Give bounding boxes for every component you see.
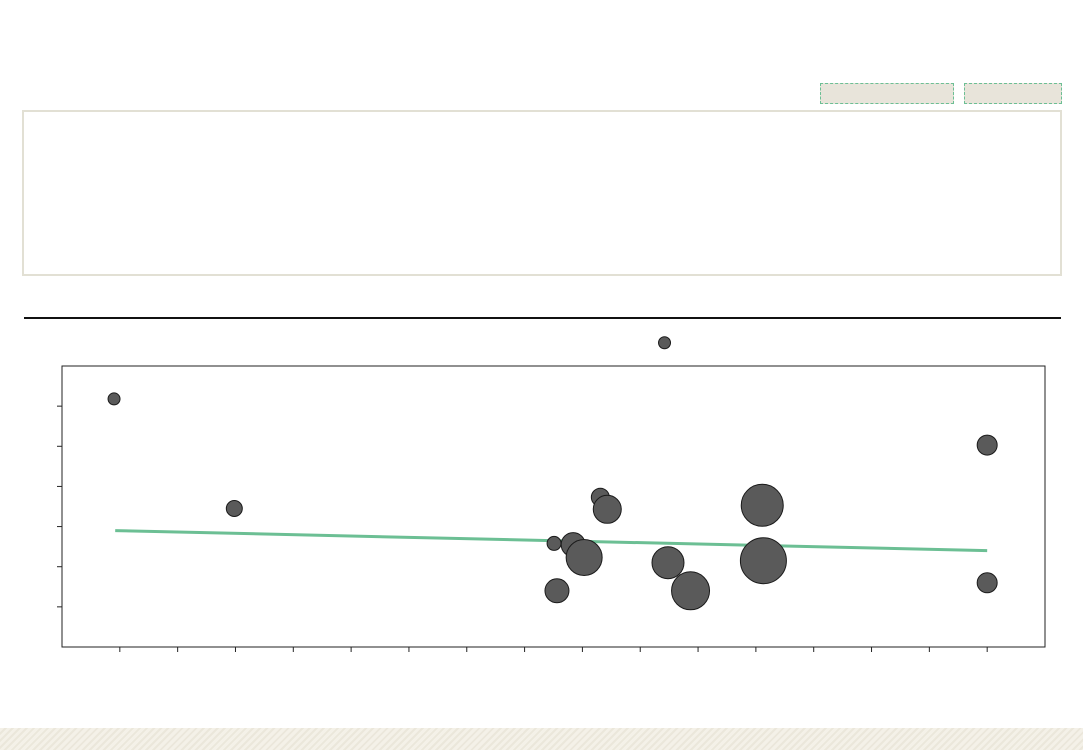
bubble bbox=[658, 336, 672, 350]
bubble bbox=[565, 538, 603, 576]
panel bbox=[22, 110, 1062, 276]
bubble bbox=[107, 392, 121, 406]
footer bbox=[0, 728, 1083, 750]
bubble bbox=[546, 535, 562, 551]
bubble bbox=[671, 571, 711, 611]
plot-frame bbox=[61, 365, 1046, 648]
bubble bbox=[544, 578, 570, 604]
bubble bbox=[225, 500, 243, 518]
button[interactable] bbox=[820, 83, 954, 104]
bubble bbox=[976, 434, 998, 456]
bubble bbox=[976, 572, 998, 594]
bubble bbox=[740, 483, 784, 527]
button[interactable] bbox=[964, 83, 1062, 104]
bubble bbox=[651, 546, 685, 580]
bubble bbox=[592, 494, 622, 524]
divider bbox=[24, 317, 1061, 319]
bubble bbox=[739, 537, 787, 585]
